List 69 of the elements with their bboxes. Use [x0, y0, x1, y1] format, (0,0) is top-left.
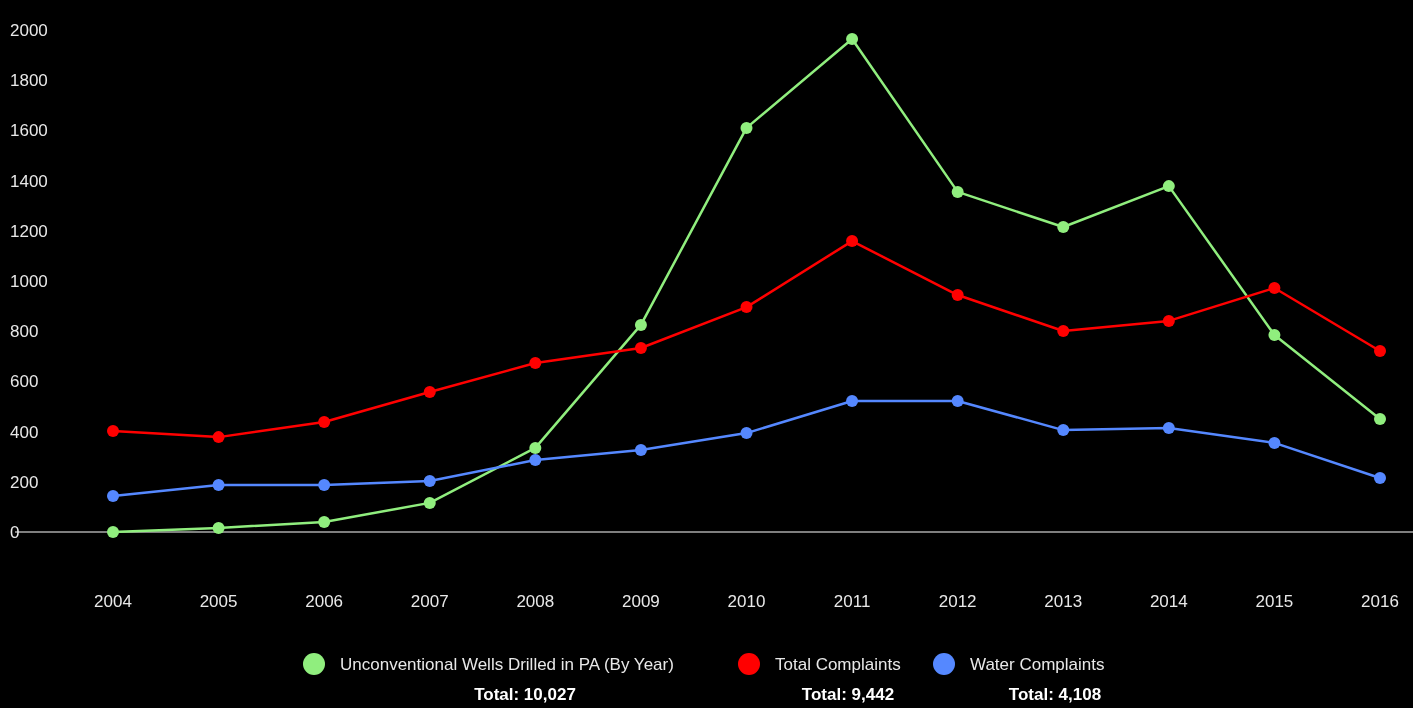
point	[740, 121, 753, 134]
y-tick-label: 1000	[10, 271, 48, 291]
point	[1057, 324, 1070, 337]
y-tick-label: 600	[10, 372, 39, 392]
point	[212, 521, 225, 534]
text: Total: 9,442	[801, 685, 895, 704]
point	[951, 289, 964, 302]
point	[1057, 424, 1070, 437]
point	[1268, 328, 1281, 341]
point	[318, 479, 331, 492]
point	[634, 443, 647, 456]
point	[1374, 413, 1386, 426]
x-tick-label: 2009	[622, 592, 660, 611]
point	[846, 394, 859, 407]
x-tick-label: 2010	[727, 592, 766, 611]
text: Total: 4,108	[1008, 685, 1102, 704]
point	[529, 453, 542, 466]
point	[529, 441, 542, 454]
point	[1374, 345, 1386, 358]
point	[318, 416, 331, 429]
point	[1162, 422, 1175, 435]
point	[951, 185, 964, 198]
point	[846, 33, 859, 46]
legend-label: Water Complaints	[970, 654, 1105, 674]
x-tick-label: 2004	[94, 592, 132, 611]
y-tick-label: 1200	[10, 221, 48, 241]
point	[1162, 180, 1175, 193]
point	[1162, 314, 1175, 327]
point	[318, 515, 331, 528]
x-tick-label: 2007	[410, 592, 449, 611]
legend-label: Total Complaints	[775, 654, 901, 674]
y-tick-label: 1800	[10, 71, 48, 91]
y-tick-label: 1600	[10, 121, 48, 141]
y-tick-label: 1400	[10, 171, 48, 191]
x-tick-label: 2016	[1361, 592, 1399, 611]
point	[1057, 221, 1070, 234]
point	[529, 357, 542, 370]
y-tick-label: 2000	[10, 20, 48, 40]
x-tick-label: 2015	[1255, 592, 1294, 611]
y-tick-label: 800	[10, 322, 39, 342]
point	[740, 427, 753, 440]
point	[951, 394, 964, 407]
point	[423, 496, 436, 509]
point	[634, 342, 647, 355]
point	[107, 425, 119, 438]
point	[107, 490, 119, 503]
y-tick-label: 0	[10, 522, 20, 542]
point	[740, 301, 753, 314]
x-tick-label: 2008	[516, 592, 555, 611]
text: Total: 10,027	[474, 685, 576, 704]
point	[107, 526, 119, 538]
point	[634, 318, 647, 331]
x-tick-label: 2012	[938, 592, 977, 611]
y-tick-label: 200	[10, 472, 39, 492]
point	[1374, 472, 1386, 485]
y-tick-label: 400	[10, 422, 39, 442]
x-tick-label: 2011	[833, 592, 871, 611]
point	[212, 479, 225, 492]
point	[212, 431, 225, 444]
point	[423, 385, 436, 398]
x-tick-label: 2013	[1044, 592, 1083, 611]
x-tick-label: 2006	[305, 592, 344, 611]
x-tick-label: 2005	[199, 592, 238, 611]
legend-label: Unconventional Wells Drilled in PA (By Year)	[340, 654, 674, 674]
x-tick-label: 2014	[1149, 592, 1188, 611]
point	[846, 235, 859, 248]
point	[423, 475, 436, 488]
point	[1268, 282, 1281, 295]
point	[1268, 436, 1281, 449]
